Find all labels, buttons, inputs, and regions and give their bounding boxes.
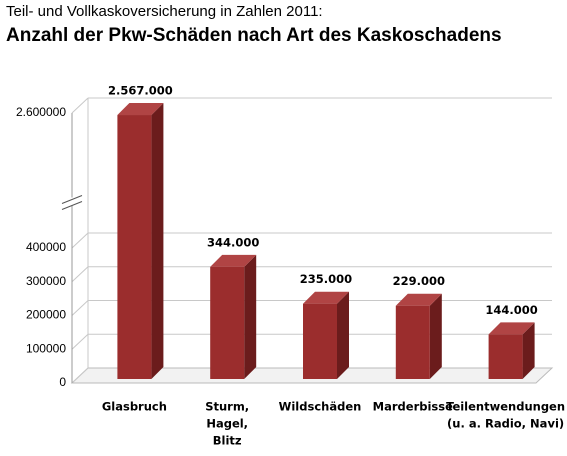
- bar: [395, 305, 430, 379]
- bar-side: [151, 103, 164, 380]
- chart-subtitle: Anzahl der Pkw-Schäden nach Art des Kask…: [6, 25, 502, 46]
- data-label: 2.567.000: [108, 84, 173, 98]
- data-label: 229.000: [393, 274, 445, 288]
- x-tick-label: Marderbisse: [373, 400, 453, 414]
- bar-side: [429, 293, 442, 379]
- y-tick-label: 0: [59, 375, 66, 389]
- y-tick-label: 100000: [26, 341, 66, 355]
- bar-top: [210, 254, 257, 267]
- x-tick-label: Hagel,: [206, 417, 248, 431]
- data-label: 235.000: [300, 272, 352, 286]
- bar-side: [337, 291, 349, 379]
- x-tick-label: Blitz: [213, 434, 242, 448]
- x-tick-label: Wildschäden: [279, 400, 362, 414]
- data-label: 144.000: [485, 303, 537, 317]
- tick-mark: [71, 97, 89, 114]
- axis-break: [61, 195, 83, 204]
- y-tick-label: 2.600000: [16, 105, 66, 119]
- bar-top: [117, 103, 164, 116]
- bar-side: [244, 254, 257, 379]
- data-label: 344.000: [207, 235, 259, 249]
- axis-break-gap: [62, 197, 82, 206]
- x-tick-label: Sturm,: [205, 400, 249, 414]
- tick-mark: [71, 232, 89, 249]
- chart-title: Teil- und Vollkaskoversicherung in Zahle…: [6, 3, 323, 20]
- x-tick-label: Teilentwendungen: [446, 400, 565, 414]
- y-tick-label: 300000: [26, 274, 66, 288]
- bar-top: [303, 291, 349, 304]
- bar: [303, 303, 337, 379]
- axis-break: [61, 201, 83, 210]
- bar-top: [395, 293, 442, 306]
- x-tick-label: Glasbruch: [102, 400, 167, 414]
- bar: [488, 334, 523, 379]
- x-tick-label: (u. a. Radio, Navi): [447, 417, 564, 431]
- bar: [117, 115, 152, 380]
- bar: [210, 266, 245, 379]
- tick-mark: [71, 367, 89, 384]
- bar-top: [488, 322, 535, 335]
- tick-mark: [71, 333, 89, 350]
- tick-mark: [71, 266, 89, 283]
- y-tick-label: 400000: [26, 240, 66, 254]
- y-tick-label: 200000: [26, 308, 66, 322]
- bar-side: [522, 322, 535, 379]
- tick-mark: [71, 300, 89, 316]
